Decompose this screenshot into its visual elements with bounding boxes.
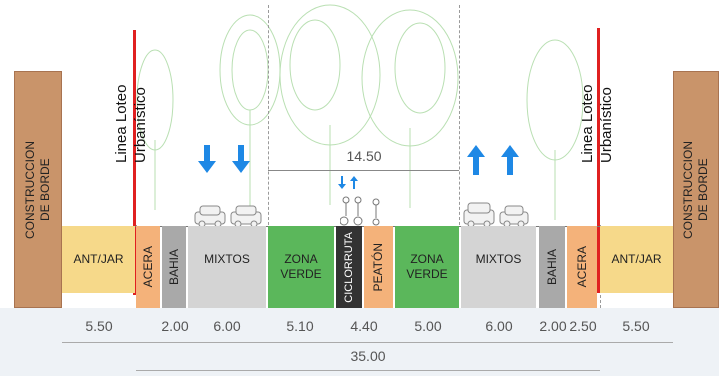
tree-icon xyxy=(219,14,281,210)
tree-icon xyxy=(279,4,381,205)
segment-label: MIXTOS xyxy=(475,252,522,266)
car-icon xyxy=(194,205,226,228)
northbound-arrows xyxy=(467,145,519,175)
cyclists xyxy=(340,196,380,226)
tree-icon xyxy=(361,9,459,208)
arrow-up-icon xyxy=(350,176,358,189)
bike-arrows xyxy=(338,176,358,189)
segment-label: BAHIA xyxy=(166,248,181,285)
segment-label: ANT/JAR xyxy=(611,252,662,266)
right-lot-label: Linea Loteo Urbanístico xyxy=(579,84,615,163)
segment-label: ACERA xyxy=(574,246,589,288)
segment-zona-verde-right: ZONA VERDE xyxy=(395,226,459,308)
segment-label: CICLORRUTA xyxy=(342,231,355,303)
segment-label: ZONA VERDE xyxy=(406,252,448,281)
segment-label: ZONA VERDE xyxy=(280,252,322,281)
left-building-label: CONSTRUCCION DE BORDE xyxy=(23,140,52,239)
segment-acera-left: ACERA xyxy=(136,226,160,308)
tree-silhouettes xyxy=(136,4,584,220)
segment-peaton: PEATÓN xyxy=(364,226,393,308)
left-lot-label: Linea Loteo Urbanístico xyxy=(113,84,149,163)
dimension-label: 6.00 xyxy=(213,318,241,334)
southbound-arrows xyxy=(198,145,250,173)
segment-label: BAHIA xyxy=(544,248,559,285)
cyclist-icon xyxy=(353,196,363,226)
right-border-building: CONSTRUCCION DE BORDE xyxy=(673,71,719,308)
cars-left xyxy=(194,205,262,228)
segment-ant-jar-right: ANT/JAR xyxy=(600,226,673,293)
car-icon xyxy=(463,202,495,228)
right-building-label: CONSTRUCCION DE BORDE xyxy=(681,140,710,239)
segment-mixtos-left: MIXTOS xyxy=(188,226,266,308)
left-border-building: CONSTRUCCION DE BORDE xyxy=(14,71,62,308)
left-lot-line xyxy=(133,30,136,295)
segment-label: ANT/JAR xyxy=(73,252,124,266)
segment-bahia-left: BAHIA xyxy=(162,226,186,308)
cars-right xyxy=(463,202,529,228)
arrow-up-icon xyxy=(501,145,519,175)
car-icon xyxy=(499,205,529,228)
segment-ciclorruta: CICLORRUTA xyxy=(336,226,362,308)
total-width: 35.00 xyxy=(350,348,386,364)
median-width: 14.50 xyxy=(346,148,382,164)
right-lot-line xyxy=(597,28,600,293)
median-dimension-line xyxy=(268,170,459,171)
tree-icon xyxy=(526,39,584,220)
dimension-label: 4.40 xyxy=(350,318,378,334)
dimension-label: 5.00 xyxy=(414,318,442,334)
segment-label: PEATÓN xyxy=(371,242,385,292)
cyclist-icon xyxy=(340,196,350,226)
arrow-down-icon xyxy=(198,145,216,173)
arrow-up-icon xyxy=(467,145,485,175)
dimension-label: 2.00 xyxy=(539,318,567,334)
segment-acera-right: ACERA xyxy=(567,226,597,308)
cyclist-icon xyxy=(372,198,380,226)
dimension-label: 5.50 xyxy=(85,318,113,334)
car-icon xyxy=(230,205,262,228)
dimension-label: 5.50 xyxy=(622,318,650,334)
dimension-label: 6.00 xyxy=(485,318,513,334)
segment-ant-jar-left: ANT/JAR xyxy=(62,226,135,293)
total-dimension-line xyxy=(136,370,600,371)
dimension-label: 2.00 xyxy=(161,318,189,334)
tree-icon xyxy=(136,49,174,210)
dimension-label: 5.10 xyxy=(286,318,314,334)
dimension-label: 2.50 xyxy=(569,318,597,334)
segment-mixtos-right: MIXTOS xyxy=(461,226,536,308)
median-guide-right xyxy=(459,5,460,225)
segment-bahia-right: BAHIA xyxy=(539,226,565,308)
total-guide-right xyxy=(600,225,601,373)
segment-label: MIXTOS xyxy=(204,252,250,266)
median-guide-left xyxy=(268,5,269,225)
dimension-line-top xyxy=(62,342,673,343)
arrow-down-icon xyxy=(338,176,346,189)
arrow-down-icon xyxy=(232,145,250,173)
segment-label: ACERA xyxy=(140,246,155,288)
segment-zona-verde-left: ZONA VERDE xyxy=(268,226,334,308)
